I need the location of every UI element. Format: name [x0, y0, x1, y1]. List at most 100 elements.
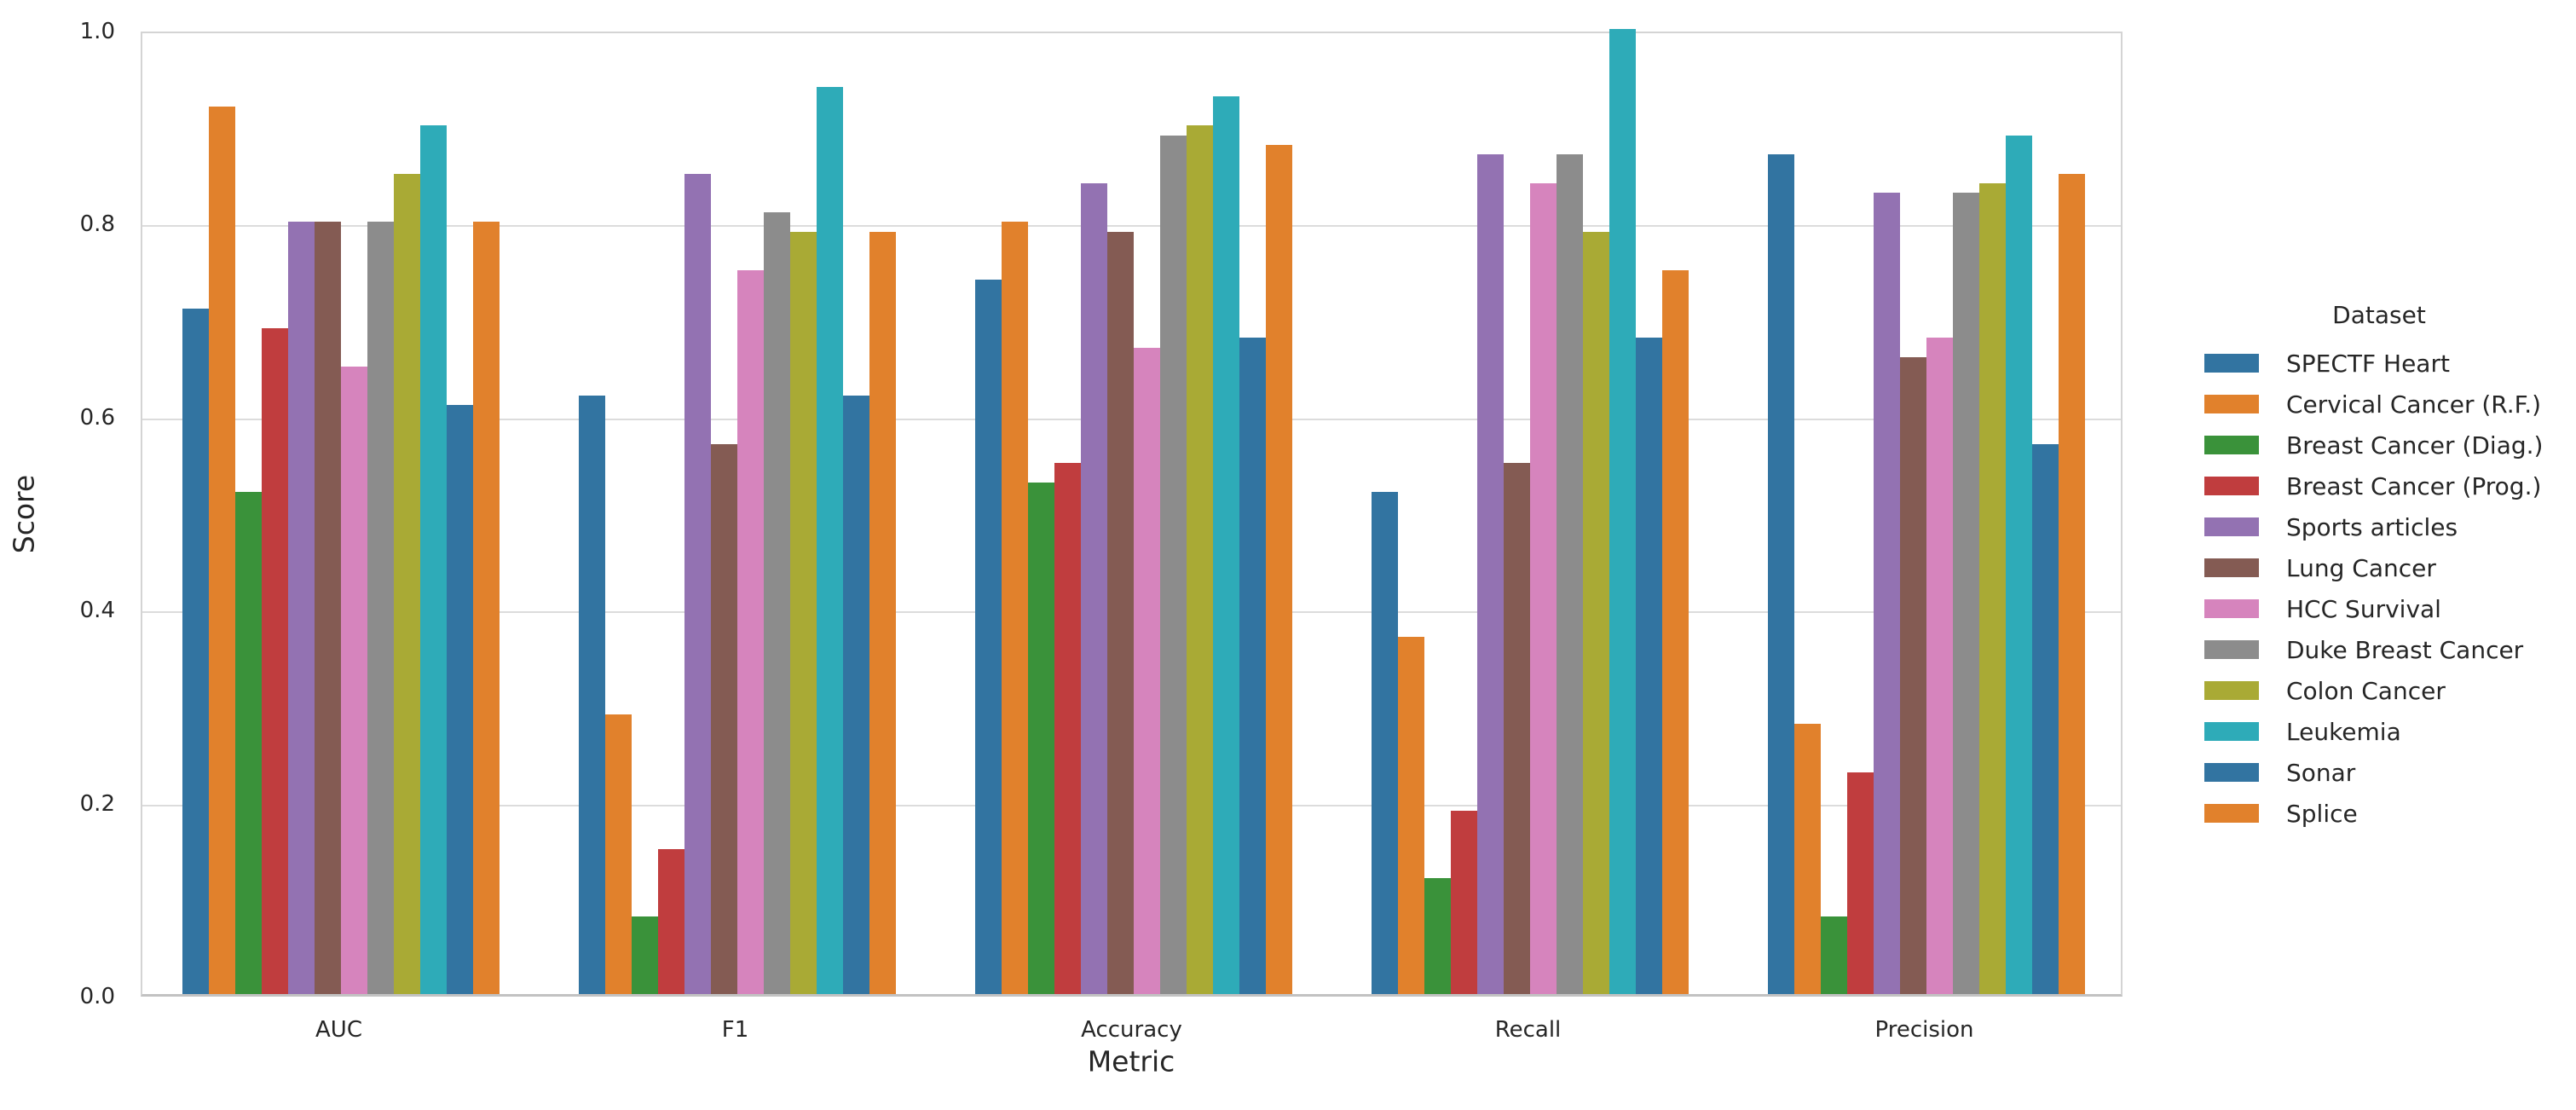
legend-label: Cervical Cancer (R.F.) — [2286, 390, 2542, 419]
legend-row: Lung Cancer — [2204, 547, 2554, 588]
bar — [1054, 463, 1081, 994]
bar — [1793, 724, 1821, 994]
y-axis-label: Score — [7, 474, 41, 554]
legend-label: Splice — [2286, 799, 2358, 828]
bar — [816, 86, 843, 994]
bar — [1397, 637, 1424, 994]
legend-label: SPECTF Heart — [2286, 349, 2450, 378]
bar — [1978, 183, 2006, 994]
bar — [842, 396, 869, 994]
bar — [1820, 916, 1847, 994]
legend-swatch — [2204, 763, 2259, 782]
legend-swatch — [2204, 395, 2259, 413]
bar — [1133, 347, 1160, 994]
bar-group-auc — [142, 33, 539, 994]
bar — [1503, 463, 1530, 994]
bar — [1873, 193, 1900, 994]
bar-group-recall — [1331, 29, 1728, 994]
bar — [736, 270, 764, 994]
bar — [1476, 154, 1504, 994]
bar — [1212, 96, 1239, 994]
bar — [1609, 29, 1636, 994]
legend-label: Lung Cancer — [2286, 553, 2436, 582]
legend-row: Breast Cancer (Diag.) — [2204, 425, 2554, 465]
bar — [234, 492, 262, 994]
legend-swatch — [2204, 599, 2259, 618]
bar — [340, 367, 367, 994]
legend-label: Sports articles — [2286, 512, 2458, 541]
legend-label: HCC Survival — [2286, 594, 2441, 623]
bar — [1952, 193, 1979, 994]
legend-label: Sonar — [2286, 758, 2356, 787]
bar — [1106, 231, 1134, 994]
bar — [1265, 144, 1292, 994]
x-tick-label: Recall — [1494, 1017, 1562, 1043]
bar — [1159, 135, 1187, 994]
y-tick-label: 0.0 — [79, 984, 115, 1009]
x-tick-label: AUC — [315, 1017, 362, 1043]
bar — [2031, 443, 2059, 994]
bar-group-accuracy — [935, 33, 1331, 994]
legend-swatch — [2204, 558, 2259, 577]
y-tick-label: 0.6 — [79, 404, 115, 431]
bar — [314, 222, 341, 994]
bar — [789, 231, 817, 994]
legend-title: Dataset — [2332, 301, 2426, 329]
bar — [631, 916, 658, 994]
legend-row: SPECTF Heart — [2204, 343, 2554, 384]
legend-row: Cervical Cancer (R.F.) — [2204, 384, 2554, 425]
bar — [1027, 483, 1054, 994]
bar — [367, 222, 394, 994]
plot-area — [141, 29, 2123, 997]
legend-entries: SPECTF Heart Cervical Cancer (R.F.) Breast… — [2204, 343, 2554, 834]
bar — [1450, 810, 1477, 994]
legend-swatch — [2204, 804, 2259, 823]
bar — [578, 396, 605, 994]
legend-row: Breast Cancer (Prog.) — [2204, 465, 2554, 506]
bar — [1239, 338, 1266, 994]
x-tick-label: F1 — [721, 1017, 749, 1043]
bar — [1899, 356, 1926, 994]
bar — [1582, 231, 1609, 994]
bar — [869, 231, 896, 994]
legend-swatch — [2204, 722, 2259, 741]
bar — [287, 222, 315, 994]
x-tick-label: Precision — [1874, 1017, 1974, 1043]
bar — [1846, 772, 1874, 994]
bar — [1371, 492, 1398, 994]
legend-label: Breast Cancer (Diag.) — [2286, 431, 2544, 460]
y-tick-label: 0.4 — [79, 598, 115, 624]
legend-row: Splice — [2204, 793, 2554, 834]
bar — [208, 106, 235, 994]
y-tick-label: 1.0 — [79, 19, 115, 44]
bar — [1556, 154, 1583, 994]
bar — [710, 443, 737, 994]
legend-swatch — [2204, 354, 2259, 373]
bar — [261, 327, 288, 994]
bar — [604, 714, 632, 994]
y-gridline — [142, 225, 2121, 228]
y-tick-label: 0.2 — [79, 790, 115, 817]
legend-swatch — [2204, 517, 2259, 536]
legend: Dataset SPECTF Heart Cervical Cancer (R.F… — [2204, 300, 2554, 834]
legend-swatch — [2204, 436, 2259, 454]
bar — [1529, 183, 1557, 994]
x-tick-label: Accuracy — [1081, 1017, 1182, 1043]
bar — [472, 222, 500, 994]
legend-row: Duke Breast Cancer — [2204, 629, 2554, 670]
legend-swatch — [2204, 640, 2259, 659]
bar — [446, 405, 473, 994]
bar — [1926, 338, 1953, 994]
legend-swatch — [2204, 681, 2259, 700]
bar — [182, 309, 209, 994]
bar — [974, 280, 1002, 994]
legend-row: Sports articles — [2204, 506, 2554, 547]
bar — [684, 173, 711, 994]
bar — [419, 125, 447, 994]
bar — [1661, 270, 1689, 994]
bar — [1001, 222, 1028, 994]
bar — [657, 849, 684, 994]
bar — [2005, 135, 2032, 994]
bar — [1767, 154, 1794, 994]
